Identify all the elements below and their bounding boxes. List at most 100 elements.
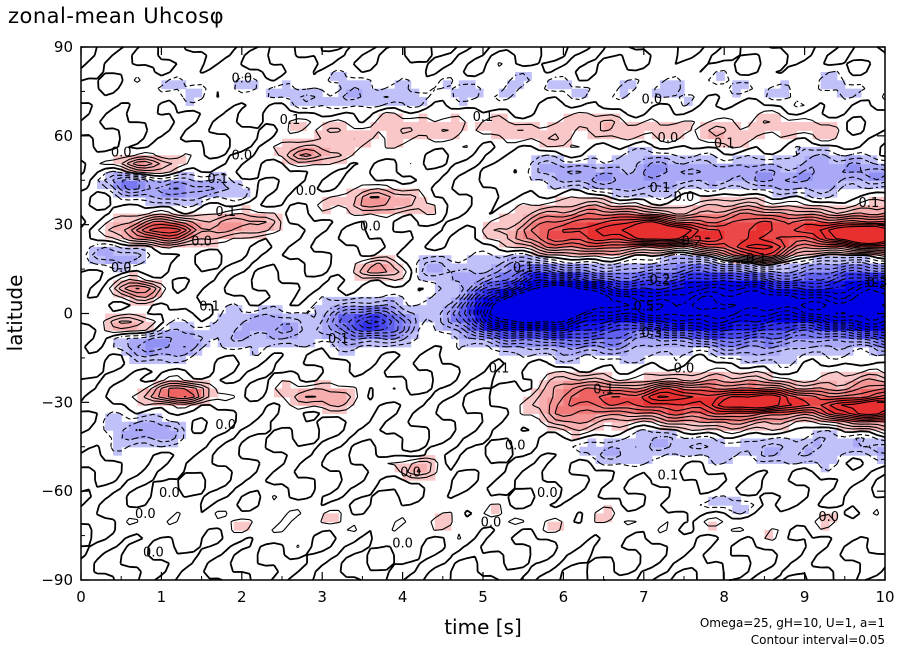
heatmap-cell [579,446,589,456]
heatmap-cell [595,413,605,423]
heatmap-cell [708,455,717,465]
heatmap-cell [378,113,388,123]
heatmap-cell [748,288,757,298]
heatmap-cell [603,330,613,340]
heatmap-cell [233,338,243,348]
heatmap-cell [137,246,146,256]
contour-label: 0.3 [867,276,888,291]
heatmap-cell [788,171,798,181]
heatmap-cell [780,221,790,231]
heatmap-cell [780,421,790,431]
heatmap-cell [362,321,372,331]
heatmap-cell [418,205,428,215]
heatmap-cell [571,246,581,256]
heatmap-cell [868,288,878,298]
heatmap-cell [603,396,613,406]
heatmap-cell [145,163,154,173]
heatmap-cell [724,371,733,381]
heatmap-cell [531,313,540,323]
heatmap-cell [804,396,814,406]
heatmap-cell [611,271,621,281]
heatmap-cell [394,463,404,473]
heatmap-cell [756,196,765,206]
heatmap-cell [450,288,460,298]
heatmap-cell [852,321,862,331]
heatmap-cell [579,221,589,231]
heatmap-cell [555,155,564,165]
heatmap-cell [466,296,476,306]
heatmap-cell [386,96,396,106]
heatmap-cell [724,446,733,456]
heatmap-cell [603,296,613,306]
heatmap-cell [233,521,243,531]
heatmap-cell [137,230,146,240]
heatmap-cell [579,180,589,190]
heatmap-cell [724,305,733,315]
heatmap-cell [764,305,774,315]
heatmap-cell [434,271,444,281]
heatmap-cell [233,330,243,340]
heatmap-cell [611,338,621,348]
heatmap-cell [692,205,701,215]
heatmap-cell [579,271,589,281]
heatmap-cell [129,438,138,448]
heatmap-cell [708,421,717,431]
heatmap-cell [338,321,347,331]
heatmap-cell [804,146,814,156]
heatmap-cell [812,388,822,398]
heatmap-cell [852,271,862,281]
heatmap-cell [659,313,669,323]
heatmap-cell [153,388,162,398]
heatmap-cell [587,163,597,173]
heatmap-cell [684,296,693,306]
heatmap-cell [667,180,677,190]
heatmap-cell [169,80,179,90]
heatmap-cell [836,180,846,190]
heatmap-cell [145,280,154,290]
heatmap-cell [177,180,187,190]
heatmap-cell [579,338,589,348]
contour-label: 0.0 [159,486,180,501]
contour-label: 0.1 [473,110,494,125]
heatmap-cell [772,88,782,98]
heatmap-cell [700,396,709,406]
heatmap-cell [812,163,822,173]
heatmap-cell [434,305,444,315]
heatmap-cell [796,288,806,298]
heatmap-cell [193,188,203,198]
heatmap-cell [659,338,669,348]
heatmap-cell [113,188,122,198]
heatmap-cell [643,446,653,456]
heatmap-cell [370,88,380,98]
heatmap-cell [868,230,878,240]
heatmap-cell [627,338,637,348]
heatmap-cell [844,296,854,306]
x-tick-label: 4 [398,588,408,606]
heatmap-cell [812,380,822,390]
heatmap-cell [635,230,645,240]
heatmap-cell [828,163,838,173]
x-axis-title: time [s] [444,615,522,639]
heatmap-cell [700,371,709,381]
heatmap-cell [410,130,420,140]
heatmap-cell [595,321,605,331]
heatmap-cell [732,380,741,390]
heatmap-cell [659,213,669,223]
heatmap-cell [764,88,774,98]
heatmap-cell [426,313,436,323]
heatmap-cell [330,155,339,165]
heatmap-cell [724,138,733,148]
heatmap-cell [635,163,645,173]
heatmap-cell [667,446,677,456]
heatmap-cell [555,121,564,131]
heatmap-cell [499,213,508,223]
heatmap-cell [346,188,355,198]
heatmap-cell [547,80,556,90]
heatmap-cell [667,288,677,298]
heatmap-cell [177,196,187,206]
heatmap-cell [611,388,621,398]
heatmap-cell [619,388,629,398]
heatmap-cell [844,288,854,298]
contour-line [338,266,886,344]
heatmap-cell [515,263,524,273]
